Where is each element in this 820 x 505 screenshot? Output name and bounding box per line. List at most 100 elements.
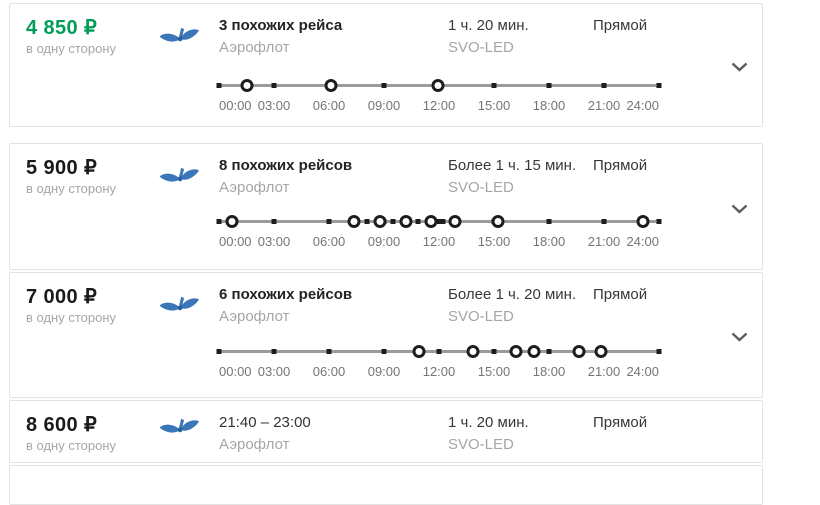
timeline-tick-label: 00:00 bbox=[219, 364, 252, 379]
flight-card[interactable]: 4 850 ₽ в одну сторону 3 похожих рейса А… bbox=[9, 3, 763, 127]
route-code: SVO-LED bbox=[448, 308, 514, 325]
timeline-tick-label: 03:00 bbox=[257, 234, 291, 249]
aeroflot-logo-icon bbox=[159, 295, 200, 319]
timeline-tick-label: 12:00 bbox=[422, 98, 456, 113]
timeline-tick-label: 24:00 bbox=[626, 98, 659, 113]
direct-label: Прямой bbox=[593, 17, 648, 34]
timeline-tick bbox=[436, 349, 442, 354]
airline-name: Аэрофлот bbox=[219, 179, 290, 196]
flight-time-dot bbox=[373, 215, 387, 228]
departures-timeline: 00:00 03:00 06:00 09:00 12:00 15:00 18:00 21:00… bbox=[216, 212, 662, 252]
flight-duration: Более 1 ч. 15 мин. bbox=[448, 157, 577, 174]
timeline-tick-label: 03:00 bbox=[257, 98, 291, 113]
timeline-tick-label: 15:00 bbox=[477, 234, 511, 249]
timeline-tick-label: 18:00 bbox=[532, 98, 566, 113]
direct-label: Прямой bbox=[593, 414, 648, 431]
flight-time-dot bbox=[431, 79, 445, 92]
timeline-tick bbox=[491, 83, 497, 88]
flight-time-dot bbox=[225, 215, 239, 228]
timeline-tick-label: 06:00 bbox=[312, 98, 346, 113]
timeline-tick-label: 21:00 bbox=[587, 234, 621, 249]
flight-time-dot bbox=[324, 79, 338, 92]
flight-time-dot bbox=[399, 215, 413, 228]
airline-name: Аэрофлот bbox=[219, 436, 290, 453]
timeline-tick-label: 21:00 bbox=[587, 364, 621, 379]
similar-flights-title: 8 похожих рейсов bbox=[219, 157, 353, 174]
flight-time-dot bbox=[412, 345, 426, 358]
timeline-tick bbox=[656, 83, 662, 88]
timeline-tick bbox=[601, 83, 607, 88]
timeline-tick bbox=[271, 219, 277, 224]
timeline-tick bbox=[601, 219, 607, 224]
flight-duration: 1 ч. 20 мин. bbox=[448, 17, 529, 34]
chevron-down-icon[interactable] bbox=[731, 201, 748, 214]
similar-flights-title: 3 похожих рейса bbox=[219, 17, 343, 34]
timeline-tick bbox=[491, 349, 497, 354]
timeline-tick bbox=[415, 219, 421, 224]
flight-time-dot bbox=[527, 345, 541, 358]
flight-time-dot bbox=[240, 79, 254, 92]
timeline-tick-label: 06:00 bbox=[312, 364, 346, 379]
timeline-tick-label: 09:00 bbox=[367, 234, 401, 249]
flight-time-dot bbox=[572, 345, 586, 358]
timeline-tick bbox=[546, 219, 552, 224]
route-code: SVO-LED bbox=[448, 179, 514, 196]
timeline-tick-label: 18:00 bbox=[532, 234, 566, 249]
timeline-tick-label: 12:00 bbox=[422, 234, 456, 249]
flight-card[interactable]: 7 000 ₽ в одну сторону 6 похожих рейсов … bbox=[9, 272, 763, 398]
timeline-tick-label: 21:00 bbox=[587, 98, 621, 113]
flight-card[interactable]: 5 900 ₽ в одну сторону 8 похожих рейсов … bbox=[9, 143, 763, 270]
aeroflot-logo-icon bbox=[159, 417, 200, 441]
flight-time-dot bbox=[491, 215, 505, 228]
flight-time-dot bbox=[424, 215, 438, 228]
price: 7 000 ₽ bbox=[26, 286, 98, 308]
timeline-tick bbox=[216, 219, 222, 224]
price: 8 600 ₽ bbox=[26, 414, 98, 436]
flight-time-dot bbox=[466, 345, 480, 358]
flight-results-list: 4 850 ₽ в одну сторону 3 похожих рейса А… bbox=[9, 3, 763, 505]
flight-card[interactable]: 8 600 ₽ в одну сторону 21:40 – 23:00 Аэр… bbox=[9, 400, 763, 463]
timeline-tick-label: 09:00 bbox=[367, 364, 401, 379]
timeline-tick-label: 24:00 bbox=[626, 364, 659, 379]
flight-time-dot bbox=[509, 345, 523, 358]
timeline-tick-label: 15:00 bbox=[477, 364, 511, 379]
timeline-tick bbox=[390, 219, 396, 224]
timeline-tick-label: 18:00 bbox=[532, 364, 566, 379]
timeline-tick bbox=[326, 219, 332, 224]
timeline-tick bbox=[364, 219, 370, 224]
flight-time-dot bbox=[594, 345, 608, 358]
fare-note: в одну сторону bbox=[26, 310, 117, 325]
timeline-tick bbox=[271, 349, 277, 354]
timeline-tick bbox=[546, 349, 552, 354]
route-code: SVO-LED bbox=[448, 39, 514, 56]
timeline-tick-label: 12:00 bbox=[422, 364, 456, 379]
flight-time-dot bbox=[347, 215, 361, 228]
timeline-tick-label: 00:00 bbox=[219, 98, 252, 113]
airline-name: Аэрофлот bbox=[219, 308, 290, 325]
timeline-tick bbox=[381, 83, 387, 88]
timeline-tick bbox=[381, 349, 387, 354]
fare-note: в одну сторону bbox=[26, 181, 117, 196]
direct-label: Прямой bbox=[593, 157, 648, 174]
fare-note: в одну сторону bbox=[26, 41, 117, 56]
timeline-tick bbox=[440, 219, 446, 224]
timeline-tick-label: 15:00 bbox=[477, 98, 511, 113]
chevron-down-icon[interactable] bbox=[731, 59, 748, 72]
timeline-tick bbox=[656, 349, 662, 354]
flight-time-dot bbox=[448, 215, 462, 228]
airline-name: Аэрофлот bbox=[219, 39, 290, 56]
price: 5 900 ₽ bbox=[26, 157, 98, 179]
departures-timeline: 00:00 03:00 06:00 09:00 12:00 15:00 18:00 21:00… bbox=[216, 76, 662, 116]
chevron-down-icon[interactable] bbox=[731, 329, 748, 342]
timeline-tick bbox=[326, 349, 332, 354]
timeline-tick-label: 00:00 bbox=[219, 234, 252, 249]
timeline-tick-label: 24:00 bbox=[626, 234, 659, 249]
direct-label: Прямой bbox=[593, 286, 648, 303]
flight-duration: 1 ч. 20 мин. bbox=[448, 414, 529, 431]
flight-times: 21:40 – 23:00 bbox=[219, 414, 311, 431]
flight-card-partial bbox=[9, 465, 763, 505]
fare-note: в одну сторону bbox=[26, 438, 117, 453]
timeline-tick bbox=[271, 83, 277, 88]
aeroflot-logo-icon bbox=[159, 26, 200, 50]
similar-flights-title: 6 похожих рейсов bbox=[219, 286, 353, 303]
